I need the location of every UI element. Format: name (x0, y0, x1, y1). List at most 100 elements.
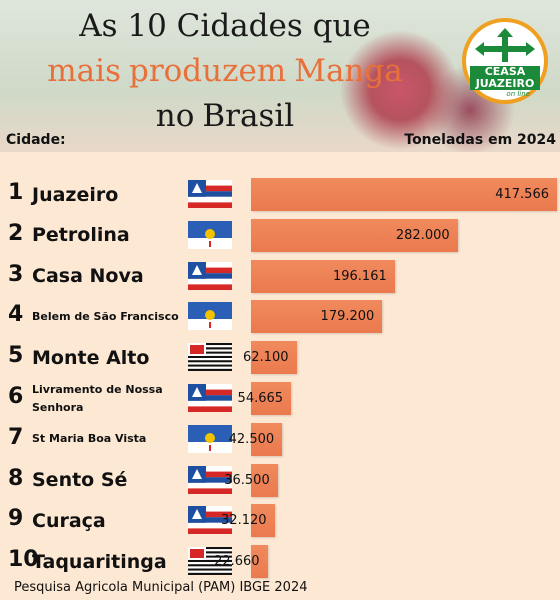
bar: 196.161 (251, 259, 395, 293)
row: 7 St Maria Boa Vista 42.500 (0, 419, 560, 460)
city-name: Belem de São Francisco (32, 309, 179, 323)
row: 4 Belem de São Francisco 179.200 (0, 296, 560, 337)
city-name: Sento Sé (32, 469, 128, 492)
flag-part (188, 185, 232, 192)
flag-part (188, 568, 232, 571)
state-flag (188, 465, 232, 494)
flag-part (188, 389, 232, 396)
flag-part (188, 549, 232, 552)
value-label: 179.200 (320, 309, 375, 325)
rank: 4 (8, 302, 24, 328)
flag-part (190, 345, 204, 355)
flag-part (188, 465, 232, 472)
rank: 8 (8, 465, 24, 491)
title-word: produzem (128, 53, 287, 89)
city-name: Livramento de Nossa Senhora (32, 382, 163, 414)
bar: 54.665 (238, 382, 292, 415)
flag-part (192, 387, 202, 397)
flag-part (188, 364, 232, 367)
flag-part (188, 570, 232, 574)
title-word: Manga (294, 53, 403, 89)
source-note: Pesquisa Agricola Municipal (PAM) IBGE 2… (14, 580, 308, 595)
flag-part (188, 261, 232, 268)
flag-part (205, 432, 215, 443)
flag-part (188, 356, 232, 359)
flag-part (188, 283, 232, 290)
flag-part (188, 362, 232, 365)
rank: 10 (8, 547, 39, 573)
flag-part (188, 506, 232, 512)
flag-part (188, 476, 232, 483)
flag-part (188, 400, 232, 407)
state-flag (188, 424, 232, 453)
flag-part (188, 406, 232, 412)
row: 10 Taquaritinga 22.660 (0, 541, 560, 582)
row: 9 Curaça 32.120 (0, 500, 560, 541)
state-flag (188, 384, 232, 412)
state-flag (188, 220, 232, 249)
row: 5 Monte Alto 62.100 (0, 337, 560, 378)
logo-text: CEASA JUAZEIRO (470, 66, 540, 90)
flag-part (188, 564, 232, 567)
bar: 417.566 (251, 178, 557, 211)
flag-part (188, 360, 232, 363)
state-flag (188, 261, 232, 290)
flag-part (188, 202, 232, 208)
flag-part (188, 267, 232, 273)
flag-part (188, 369, 232, 372)
bar: 32.120 (221, 504, 275, 538)
state-flag (188, 180, 232, 208)
flag-part (188, 547, 232, 550)
city-name: Petrolina (32, 224, 130, 247)
bar: 282.000 (251, 218, 458, 252)
rank: 9 (8, 506, 24, 532)
flag-part (188, 347, 232, 350)
flag-part (209, 444, 211, 451)
flag-part (188, 560, 232, 563)
flag-part (188, 343, 232, 346)
logo-line: JUAZEIRO (475, 77, 535, 90)
row: 3 Casa Nova 196.161 (0, 256, 560, 297)
rank: 1 (8, 180, 24, 205)
value-header: Toneladas em 2024 (404, 132, 556, 148)
state-flag (188, 302, 232, 331)
city-name: Monte Alto (32, 346, 150, 369)
value-label: 282.000 (395, 227, 450, 243)
flag-part (209, 240, 211, 247)
flag-part (188, 573, 232, 576)
title-word: mais (47, 53, 121, 89)
flag-part (188, 487, 232, 494)
flag-part (192, 264, 202, 275)
rank: 5 (8, 343, 24, 369)
flag-part (190, 549, 204, 559)
flag-part (192, 509, 202, 520)
flag-part (188, 471, 232, 477)
city-name: Curaça (32, 509, 106, 532)
logo-arrows (475, 28, 535, 62)
flag-part (188, 366, 232, 370)
flag-part (188, 349, 232, 352)
flag-part (188, 358, 232, 361)
row: 8 Sento Sé 36.500 (0, 460, 560, 501)
city-name: Juazeiro (32, 183, 119, 206)
logo-line: CEASA (484, 65, 526, 78)
value-label: 196.161 (332, 268, 387, 284)
rank: 6 (8, 384, 24, 409)
flag-part (188, 353, 232, 357)
value-label: 54.665 (237, 391, 284, 406)
title-word: no (155, 98, 195, 134)
city-name: Casa Nova (32, 265, 144, 288)
bar: 36.500 (224, 463, 278, 497)
flag-part (209, 322, 211, 329)
flag-part (188, 566, 232, 569)
flag-part (188, 278, 232, 284)
flag-part (188, 384, 232, 390)
flag-part (188, 272, 232, 279)
state-flag (188, 343, 232, 372)
logo: CEASA JUAZEIRO on line (462, 18, 548, 104)
flag-part (188, 196, 232, 203)
flag-part (192, 468, 202, 479)
flag-part (205, 310, 215, 321)
flag-part (188, 555, 232, 558)
